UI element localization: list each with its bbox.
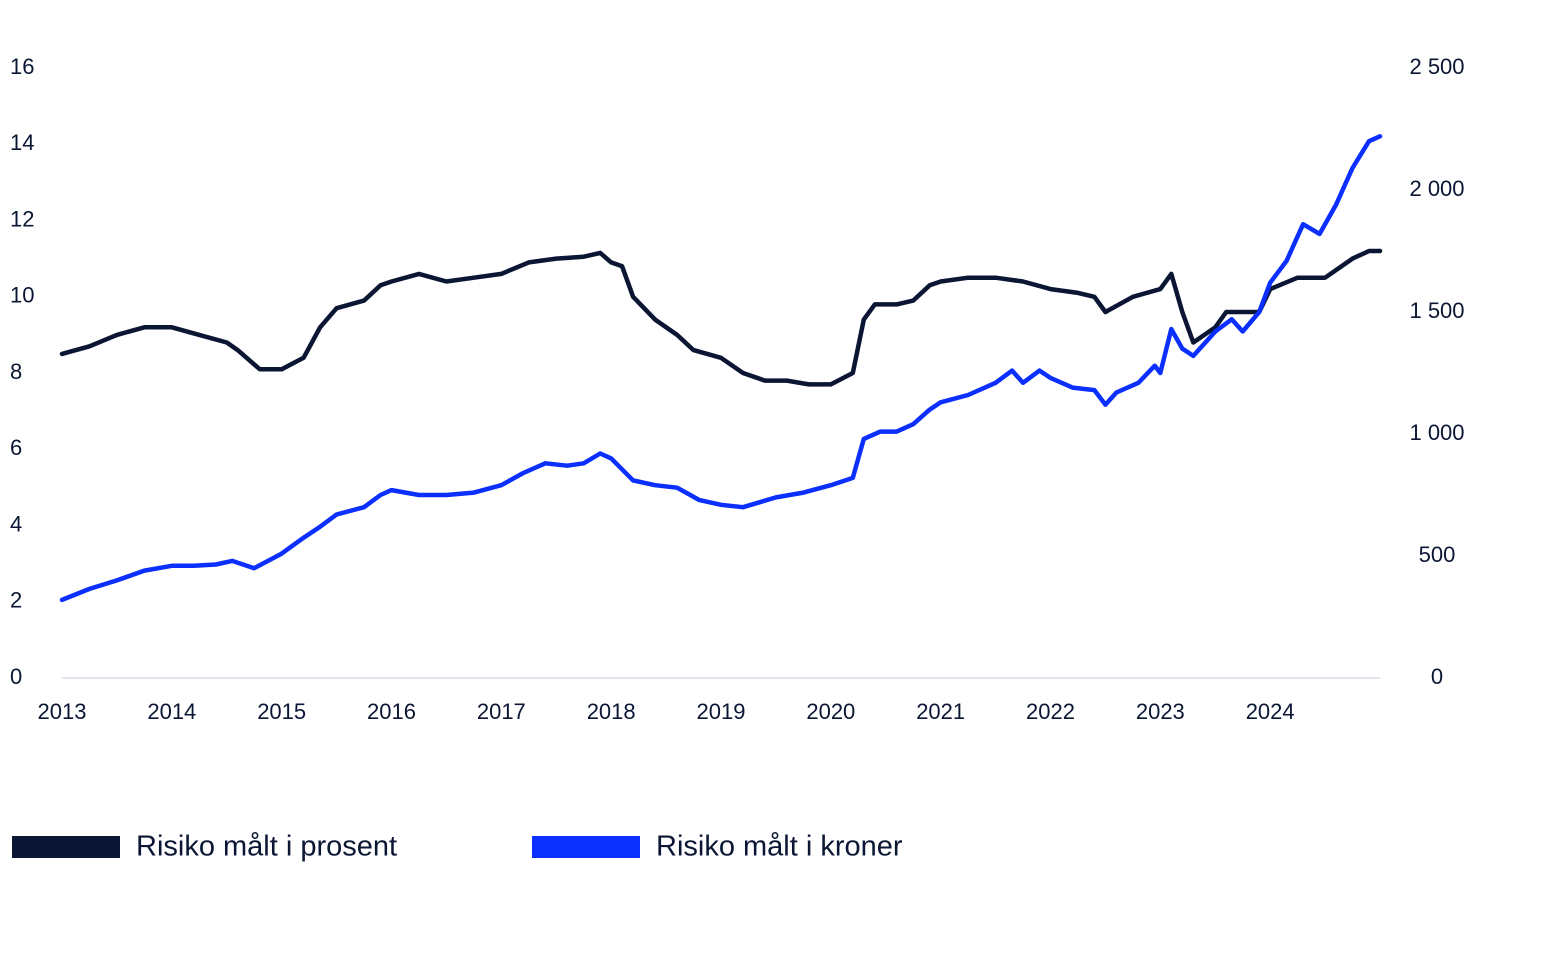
series-line-risiko-malt-i-kroner bbox=[59, 134, 1383, 603]
left-y-tick-label: 8 bbox=[10, 359, 22, 384]
right-y-tick-label: 0 bbox=[1431, 664, 1443, 689]
series-layer bbox=[59, 134, 1383, 603]
x-tick-label: 2024 bbox=[1246, 699, 1295, 724]
left-y-axis: 0 2 4 6 8 10 12 14 16 bbox=[10, 54, 34, 689]
x-tick-label: 2018 bbox=[587, 699, 636, 724]
x-tick-label: 2014 bbox=[147, 699, 196, 724]
right-y-tick-label: 1 000 bbox=[1409, 420, 1464, 445]
legend-label-risiko-malt-i-kroner: Risiko målt i kroner bbox=[656, 831, 903, 863]
left-y-tick-label: 14 bbox=[10, 130, 34, 155]
x-tick-label: 2022 bbox=[1026, 699, 1075, 724]
x-axis: 2013 2014 2015 2016 2017 2018 2019 2020 2021 2022… bbox=[38, 699, 1295, 724]
legend-swatch-risiko-malt-i-prosent bbox=[12, 836, 120, 858]
x-tick-label: 2017 bbox=[477, 699, 526, 724]
right-y-axis: 0 500 1 000 1 500 2 000 2 500 bbox=[1409, 54, 1464, 689]
legend: Risiko målt i prosent Risiko målt i krone… bbox=[12, 831, 903, 863]
right-y-tick-label: 1 500 bbox=[1409, 298, 1464, 323]
left-y-tick-label: 4 bbox=[10, 511, 22, 536]
right-y-tick-label: 2 500 bbox=[1409, 54, 1464, 79]
left-y-tick-label: 0 bbox=[10, 664, 22, 689]
x-tick-label: 2020 bbox=[806, 699, 855, 724]
legend-swatch-risiko-malt-i-kroner bbox=[532, 836, 640, 858]
legend-label-risiko-malt-i-prosent: Risiko målt i prosent bbox=[136, 831, 397, 863]
x-tick-label: 2015 bbox=[257, 699, 306, 724]
left-y-tick-label: 12 bbox=[10, 206, 34, 231]
x-tick-label: 2016 bbox=[367, 699, 416, 724]
right-y-tick-label: 2 000 bbox=[1409, 176, 1464, 201]
right-y-tick-label: 500 bbox=[1419, 542, 1456, 567]
x-tick-label: 2021 bbox=[916, 699, 965, 724]
x-tick-label: 2023 bbox=[1136, 699, 1185, 724]
series-line-risiko-malt-i-prosent bbox=[59, 248, 1383, 387]
left-y-tick-label: 6 bbox=[10, 435, 22, 460]
x-tick-label: 2013 bbox=[38, 699, 87, 724]
left-y-tick-label: 16 bbox=[10, 54, 34, 79]
x-tick-label: 2019 bbox=[697, 699, 746, 724]
left-y-tick-label: 10 bbox=[10, 283, 34, 308]
left-y-tick-label: 2 bbox=[10, 588, 22, 613]
